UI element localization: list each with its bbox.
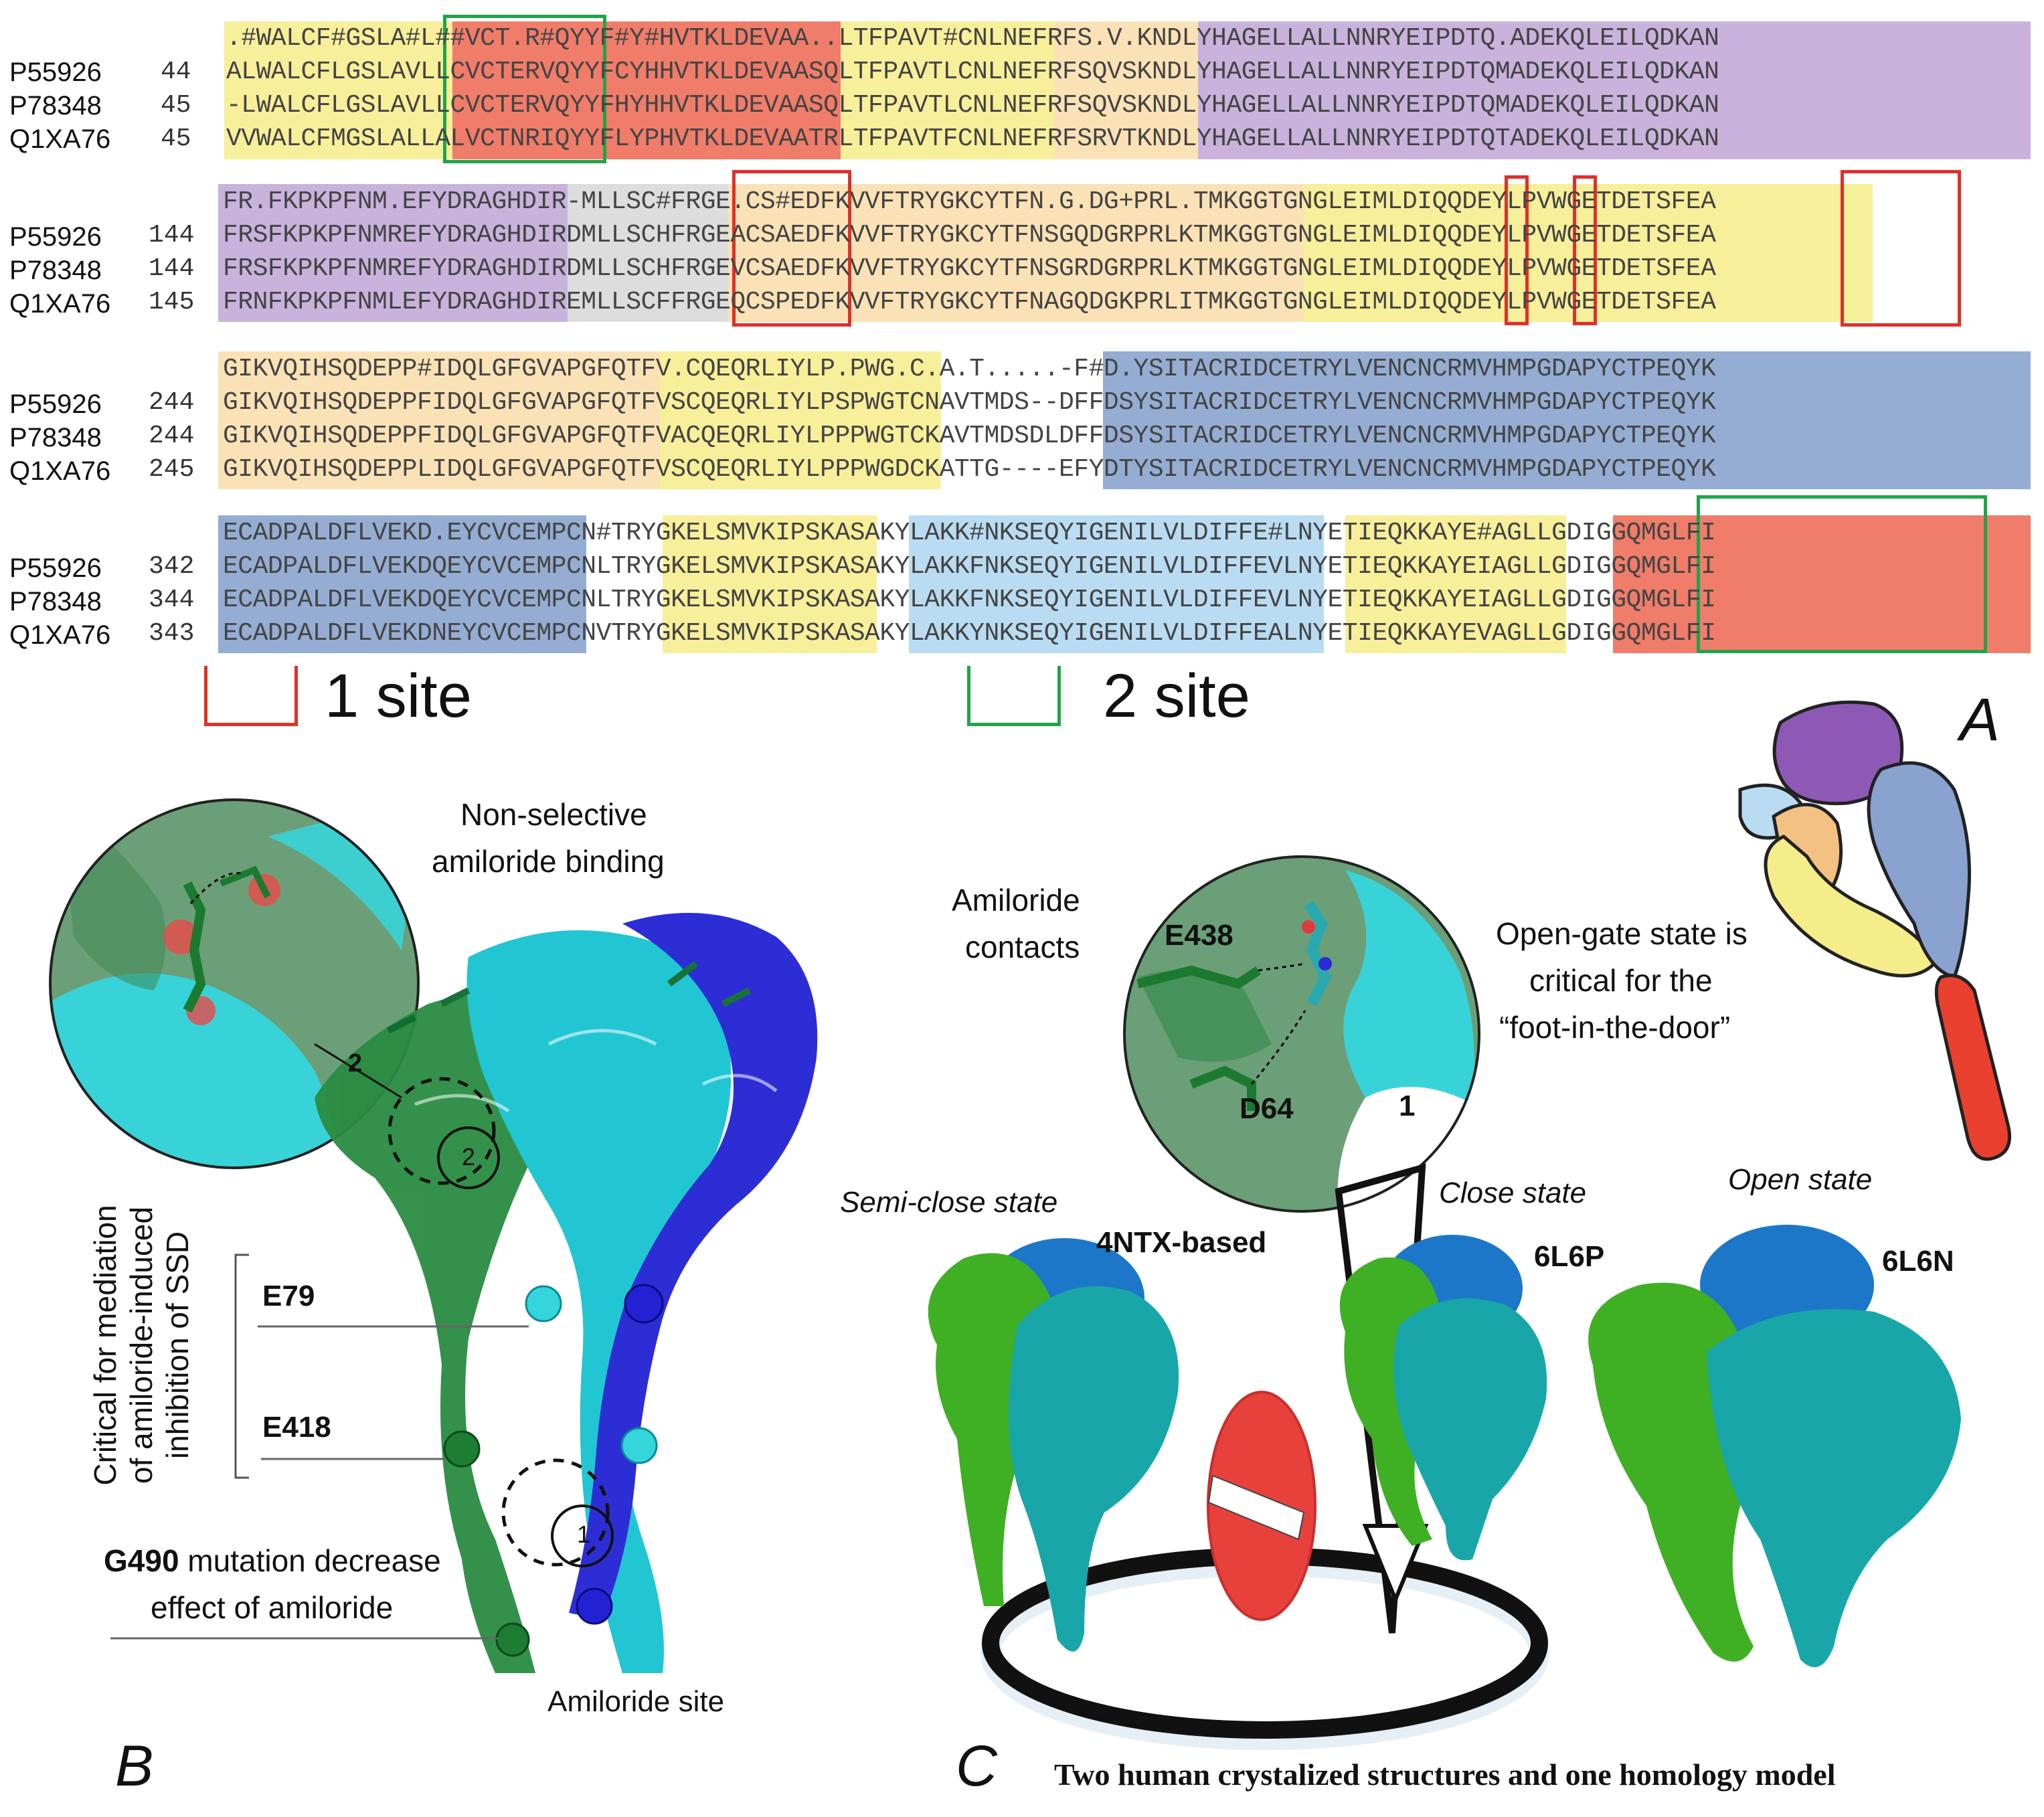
seq-id: Q1XA76 <box>9 620 111 650</box>
residue-e79: E79 <box>262 1280 315 1312</box>
seq-start: 244 <box>149 388 195 417</box>
sequence: ALWALCFLGSLAVLLCVCTERVQYYFCYHHVTKLDEVAAS… <box>226 58 1719 86</box>
state-open: Open state <box>1728 1163 1873 1196</box>
seq-id: P78348 <box>9 91 102 120</box>
consensus-seq: FR.FKPKPFNM.EFYDRAGHDIR-MLLSC#FRGE.CS#ED… <box>223 187 1716 216</box>
sequence: GIKVQIHSQDEPPFIDQLGFGVAPGFQTFVSCQEQRLIYL… <box>223 388 1716 417</box>
seq-start: 144 <box>149 254 195 283</box>
amiloride-contacts-line1: Amiloride <box>952 883 1080 918</box>
panel-b-title-line1: Non-selective <box>460 797 647 832</box>
g490-rest: mutation decrease <box>179 1543 441 1578</box>
seq-id: P55926 <box>9 58 102 87</box>
sequence: FRSFKPKPFNMREFYDRAGHDIRDMLLSCHFRGEVCSAED… <box>223 254 1716 283</box>
sequence: GIKVQIHSQDEPPLIDQLGFGVAPGFQTFVSCQEQRLIYL… <box>223 455 1716 484</box>
seq-start: 342 <box>149 552 195 581</box>
consensus-seq: ECADPALDFLVEKD.EYCVCEMPCN#TRYGKELSMVKIPS… <box>223 519 1716 547</box>
seq-start: 245 <box>149 455 195 484</box>
amiloride-contacts-line2: contacts <box>965 930 1080 964</box>
pdb-6l6p: 6L6P <box>1534 1240 1605 1273</box>
seq-id: P55926 <box>9 390 102 419</box>
pdb-4ntx: 4NTX-based <box>1096 1226 1267 1259</box>
sequence: ECADPALDFLVEKDQEYCVCEMPCNLTRYGKELSMVKIPS… <box>223 586 1716 614</box>
sequence: -LWALCFLGSLAVLLCVCTERVQYYFHYHHVTKLDEVAAS… <box>226 91 1719 120</box>
state-close: Close state <box>1439 1177 1587 1209</box>
amiloride-site-label: Amiloride site <box>547 1685 725 1718</box>
legend-site1-label: 1 site <box>325 662 472 730</box>
seq-id: P78348 <box>9 587 102 616</box>
seq-start: 45 <box>161 124 191 153</box>
vertical-note-line1: Critical for mediation <box>88 1205 122 1486</box>
legend-site2-swatch <box>967 666 1061 726</box>
vertical-note-line2: of amiloride-induced <box>124 1206 159 1484</box>
vertical-note: Critical for mediation of amiloride-indu… <box>87 1185 195 1506</box>
site2-marker-inner: 2 <box>462 1143 476 1171</box>
seq-start: 344 <box>149 586 195 614</box>
seq-id: Q1XA76 <box>9 124 111 154</box>
seq-id: P55926 <box>9 553 102 583</box>
sequence: ECADPALDFLVEKDQEYCVCEMPCNLTRYGKELSMVKIPS… <box>223 552 1716 581</box>
seq-id: P78348 <box>9 256 102 285</box>
alignment-block-4: ECADPALDFLVEKD.EYCVCEMPCN#TRYGKELSMVKIPS… <box>0 0 2044 669</box>
alignment-block-3: GIKVQIHSQDEPP#IDQLGFGVAPGFQTFV.CQEQRLIYL… <box>0 0 2044 509</box>
sequence: FRSFKPKPFNMREFYDRAGHDIRDMLLSCHFRGEACSAED… <box>223 221 1716 250</box>
sequence: ECADPALDFLVEKDNEYCVCEMPCNVTRYGKELSMVKIPS… <box>223 619 1716 648</box>
legend-site1-swatch <box>204 666 298 726</box>
panel-c-caption: Two human crystalized structures and one… <box>1054 1757 1836 1792</box>
seq-start: 45 <box>161 91 191 120</box>
panel-a-label: A <box>1960 687 2000 754</box>
residue-e418: E418 <box>262 1411 331 1444</box>
site1-marker-c: 1 <box>1399 1090 1416 1122</box>
g490-bold: G490 <box>104 1543 179 1578</box>
consensus-seq: GIKVQIHSQDEPP#IDQLGFGVAPGFQTFV.CQEQRLIYL… <box>223 355 1716 383</box>
consensus-seq: .#WALCF#GSLA#L##VCT.R#QYYF#Y#HVTKLDEVAA.… <box>226 24 1719 53</box>
seq-id: Q1XA76 <box>9 456 111 486</box>
seq-start: 145 <box>149 288 195 317</box>
site2-marker: 2 <box>348 1049 363 1077</box>
legend-site2-label: 2 site <box>1103 662 1250 730</box>
open-gate-note-line2: critical for the <box>1529 963 1713 998</box>
site1-marker-inner: 1 <box>577 1521 591 1548</box>
seq-id: P78348 <box>9 423 102 452</box>
seq-start: 343 <box>149 619 195 648</box>
seq-start: 244 <box>149 422 195 450</box>
seq-start: 44 <box>161 58 191 86</box>
residue-e438: E438 <box>1165 919 1233 952</box>
sequence: VVWALCFMGSLALLALVCTNRIQYYFLYPHVTKLDEVAAT… <box>226 124 1719 153</box>
state-semi-close: Semi-close state <box>840 1186 1058 1219</box>
seq-id: Q1XA76 <box>9 289 111 319</box>
panel-b-title-line2: amiloride binding <box>432 844 665 879</box>
residue-d64: D64 <box>1240 1092 1294 1125</box>
g490-line2: effect of amiloride <box>151 1590 394 1625</box>
open-gate-note-line1: Open-gate state is <box>1496 916 1748 951</box>
alignment-block-1: .#WALCF#GSLA#L##VCT.R#QYYF#Y#HVTKLDEVAA.… <box>0 0 2044 167</box>
panel-b-label: B <box>115 1734 154 1798</box>
seq-start: 144 <box>149 221 195 250</box>
vertical-note-line3: inhibition of SSD <box>160 1231 195 1460</box>
sequence: GIKVQIHSQDEPPFIDQLGFGVAPGFQTFVACQEQRLIYL… <box>223 422 1716 450</box>
pdb-6l6n: 6L6N <box>1882 1245 1954 1278</box>
open-gate-note-line3: “foot-in-the-door” <box>1499 1010 1731 1045</box>
panel-c-label: C <box>956 1734 998 1798</box>
sequence: FRNFKPKPFNMLEFYDRAGHDIREMLLSCFFRGEQCSPED… <box>223 288 1716 317</box>
seq-id: P55926 <box>9 222 102 252</box>
g490-note: G490 mutation decrease <box>104 1543 441 1579</box>
alignment-block-2: FR.FKPKPFNM.EFYDRAGHDIR-MLLSC#FRGE.CS#ED… <box>0 0 2044 335</box>
